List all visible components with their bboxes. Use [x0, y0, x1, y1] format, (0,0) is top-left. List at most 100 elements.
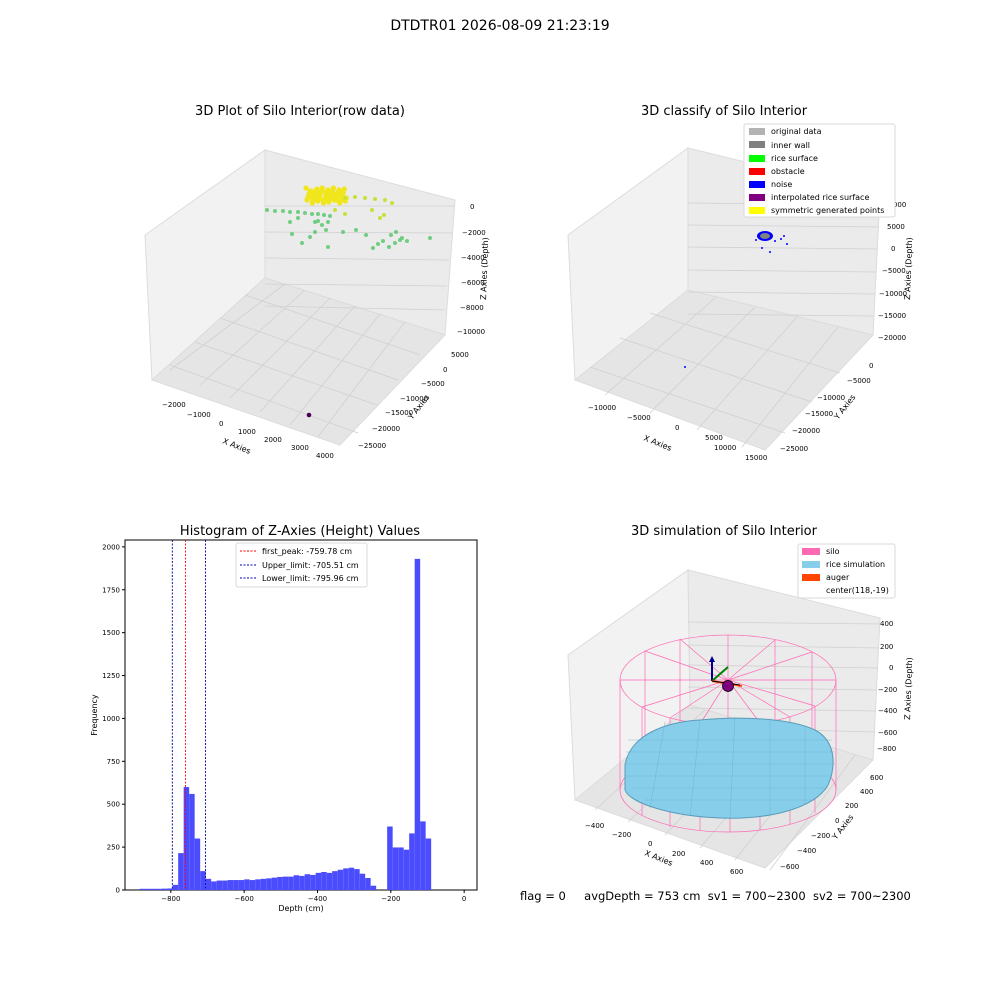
sim-x-label: X Axies — [643, 849, 674, 868]
legend-swatch — [749, 194, 765, 201]
z-tick: −2000 — [462, 229, 486, 237]
scatter-point — [322, 213, 326, 217]
sim-y-label: Y Axies — [830, 813, 856, 842]
x-tick: 1000 — [238, 428, 256, 436]
auger-y-arrow — [711, 666, 729, 682]
y-tick-label: 250 — [107, 844, 120, 852]
classify-z-ticks: 10000 5000 0 −5000 −10000 −15000 −20000 — [878, 201, 907, 342]
legend-swatch — [802, 561, 820, 568]
histogram-bar — [414, 558, 421, 890]
x-tick: −5000 — [627, 414, 651, 422]
scatter-point — [288, 220, 292, 224]
scatter-point — [323, 193, 329, 199]
scatter-point — [326, 245, 330, 249]
histogram-bar — [293, 875, 300, 890]
x-tick-label: −400 — [308, 895, 327, 903]
y-tick: −600 — [780, 863, 799, 871]
scatter-point — [303, 211, 307, 215]
z-tick: 400 — [880, 620, 893, 628]
histogram-bar — [420, 821, 426, 890]
scatter-point — [265, 208, 269, 212]
x-tick: 0 — [219, 420, 223, 428]
legend-swatch — [749, 168, 765, 175]
y-tick: 5000 — [451, 351, 469, 359]
z-tick: −20000 — [878, 334, 906, 342]
scatter-point — [378, 216, 382, 220]
scatter-point — [296, 216, 300, 220]
z-tick: −600 — [878, 729, 897, 737]
histogram-bar — [167, 888, 173, 890]
sim-y-ticks: 600 400 200 0 −200 −400 −600 — [780, 774, 883, 871]
z-tick: 0 — [889, 664, 893, 672]
scatter-point — [389, 233, 393, 237]
classify-x-label: X Axies — [642, 434, 673, 453]
histogram-bar — [194, 838, 201, 890]
scatter-point — [428, 236, 432, 240]
sim-x-ticks: −400 −200 0 200 400 600 — [585, 822, 743, 876]
legend-swatch — [802, 574, 820, 581]
y-tick-label: 0 — [116, 887, 120, 895]
raw-y-ticks: 5000 0 −5000 −10000 −15000 −20000 −25000 — [358, 351, 469, 450]
classify-x-ticks: −10000 −5000 0 5000 10000 15000 — [588, 404, 767, 462]
histogram-bar — [354, 869, 360, 890]
sim-z-label: Z Axies (Depth) — [903, 657, 914, 720]
classify-legend: original data inner wall rice surface ob… — [743, 123, 896, 218]
simulation-plot-title: 3D simulation of Silo Interior — [631, 524, 817, 539]
scatter-point — [333, 208, 337, 212]
histogram-bar — [244, 879, 250, 890]
scatter-point — [281, 209, 285, 213]
raw-x-label: X Axies — [221, 437, 252, 456]
y-tick-label: 1000 — [102, 715, 120, 723]
legend-swatch — [749, 128, 765, 135]
histogram-bar — [299, 875, 305, 890]
scatter-point — [337, 199, 343, 205]
noise-point — [761, 247, 763, 249]
scatter-point — [343, 196, 347, 200]
histogram-bar — [139, 888, 146, 890]
histogram-bar — [233, 880, 239, 890]
histogram-bar — [387, 826, 393, 890]
y-tick: −25000 — [780, 445, 808, 453]
x-tick: 5000 — [705, 434, 723, 442]
x-tick-label: −600 — [235, 895, 254, 903]
y-tick: −200 — [811, 832, 830, 840]
x-tick: 0 — [648, 840, 652, 848]
legend-label: rice surface — [771, 154, 818, 163]
y-tick-label: 1500 — [102, 629, 120, 637]
y-tick: −15000 — [385, 409, 413, 417]
scatter-point — [381, 239, 385, 243]
histogram-bar — [398, 847, 404, 890]
scatter-point — [383, 198, 387, 202]
z-tick: 5000 — [887, 223, 905, 231]
sv2-text: sv2 = 700~2300 — [812, 889, 911, 903]
histogram-bar — [409, 833, 415, 890]
sim-z-ticks: 400 200 0 −200 −400 −600 −800 — [877, 620, 897, 753]
legend-label: Lower_limit: -795.96 cm — [262, 574, 359, 583]
inner-wall-point — [760, 233, 770, 239]
legend-label: silo — [826, 547, 840, 556]
scatter-point — [303, 185, 309, 191]
grid-lines — [589, 202, 881, 448]
raw-z-ticks: 0 −2000 −4000 −6000 −8000 −10000 — [457, 203, 486, 336]
noise-point — [769, 251, 771, 253]
scatter-point — [387, 245, 391, 249]
scatter-point — [288, 210, 292, 214]
y-tick: −20000 — [372, 425, 400, 433]
legend-label: rice simulation — [826, 560, 885, 569]
legend-label: noise — [771, 180, 792, 189]
histogram-bar — [315, 872, 322, 890]
histogram-bar — [343, 868, 349, 890]
x-tick: −1000 — [187, 411, 211, 419]
scatter-point — [370, 208, 374, 212]
histogram-chart: −800 −600 −400 −200 0 0 250 500 750 1000 1250 1500… — [90, 539, 478, 913]
histogram-bar — [222, 880, 228, 890]
legend-box — [235, 542, 368, 588]
y-tick-label: 500 — [107, 801, 120, 809]
floor-pane — [573, 289, 874, 451]
scatter-point — [296, 210, 300, 214]
z-tick: −8000 — [460, 304, 484, 312]
histogram-x-ticks: −800 −600 −400 −200 0 — [161, 890, 466, 903]
histogram-bar — [200, 871, 206, 890]
silo-wireframe — [619, 634, 837, 833]
scatter-point — [393, 241, 397, 245]
